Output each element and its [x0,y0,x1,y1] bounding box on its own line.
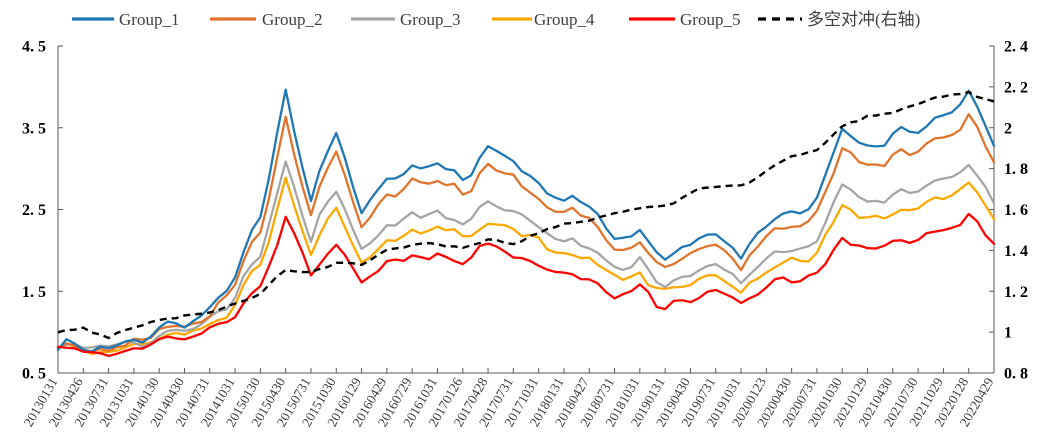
svg-text:1. 5: 1. 5 [22,284,46,301]
svg-text:1. 8: 1. 8 [1004,161,1028,178]
svg-text:1. 6: 1. 6 [1004,202,1028,219]
svg-text:Group_2: Group_2 [262,10,322,29]
svg-text:多空对冲(右轴): 多空对冲(右轴) [807,10,920,29]
svg-text:0. 5: 0. 5 [22,366,46,383]
svg-text:4. 5: 4. 5 [22,39,46,56]
svg-text:1. 2: 1. 2 [1004,284,1028,301]
svg-text:Group_5: Group_5 [680,10,740,29]
svg-text:Group_3: Group_3 [400,10,460,29]
svg-text:2. 2: 2. 2 [1004,79,1028,96]
svg-text:2: 2 [1004,120,1012,137]
svg-text:0. 8: 0. 8 [1004,366,1028,383]
svg-text:2. 5: 2. 5 [22,202,46,219]
svg-text:3. 5: 3. 5 [22,120,46,137]
svg-text:Group_4: Group_4 [534,10,595,29]
svg-text:1: 1 [1004,325,1012,342]
svg-text:Group_1: Group_1 [119,10,179,29]
svg-text:1. 4: 1. 4 [1004,243,1028,260]
svg-text:2. 4: 2. 4 [1004,39,1028,56]
